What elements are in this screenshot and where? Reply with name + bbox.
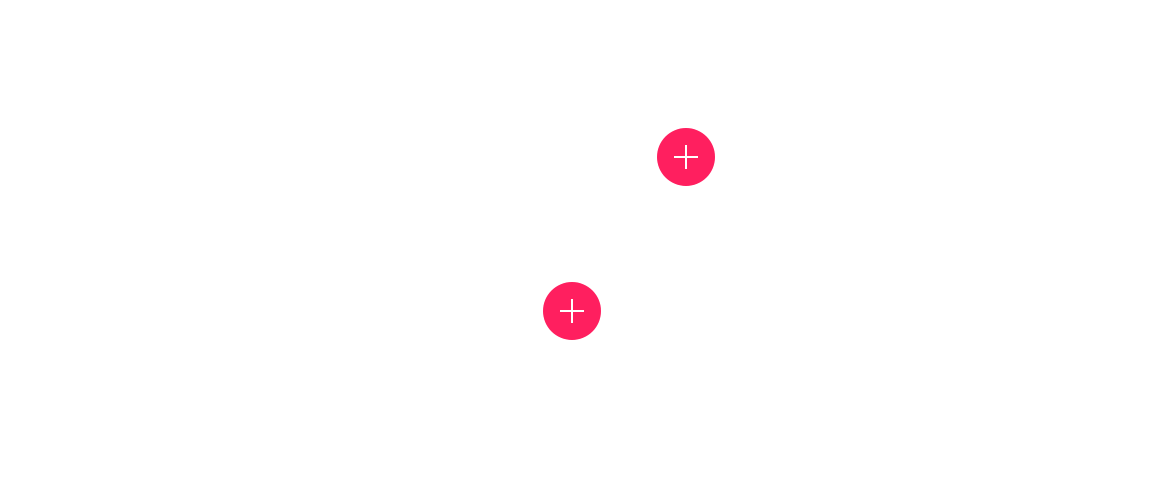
add-button-2[interactable]	[543, 282, 601, 340]
plus-icon	[559, 298, 585, 324]
plus-icon	[673, 144, 699, 170]
add-button-1[interactable]	[657, 128, 715, 186]
